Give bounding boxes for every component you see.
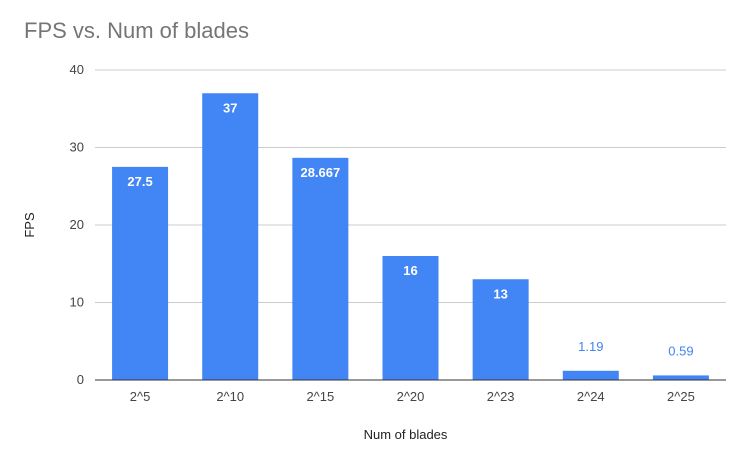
- y-tick-label: 40: [70, 62, 84, 77]
- y-tick-label: 0: [77, 372, 84, 387]
- data-label: 28.667: [300, 165, 340, 180]
- x-tick-label: 2^5: [130, 389, 151, 404]
- x-axis-label: Num of blades: [364, 427, 448, 442]
- data-label: 27.5: [127, 174, 152, 189]
- x-tick-label: 2^25: [667, 389, 695, 404]
- x-tick-label: 2^24: [577, 389, 605, 404]
- x-tick-labels: 2^5 2^10 2^15 2^20 2^23 2^24 2^25: [130, 389, 695, 404]
- x-tick-label: 2^15: [306, 389, 334, 404]
- y-tick-label: 10: [70, 295, 84, 310]
- y-axis-label: FPS: [22, 212, 37, 238]
- data-label: 16: [403, 263, 417, 278]
- bar: [562, 370, 619, 380]
- data-label: 37: [223, 100, 237, 115]
- data-label: 13: [493, 286, 507, 301]
- bar: [112, 166, 169, 380]
- chart-title: FPS vs. Num of blades: [24, 18, 249, 43]
- y-tick-label: 30: [70, 140, 84, 155]
- y-tick-labels: 0 10 20 30 40: [70, 62, 84, 387]
- bar: [292, 157, 349, 380]
- bar: [472, 279, 529, 380]
- data-label: 1.19: [578, 339, 603, 354]
- bars: 27.5 37 28.667 16 13 1.19 0.59: [112, 93, 709, 380]
- x-tick-label: 2^20: [397, 389, 425, 404]
- data-label: 0.59: [668, 343, 693, 358]
- bar: [202, 93, 259, 380]
- bar: [652, 375, 709, 380]
- x-tick-label: 2^10: [216, 389, 244, 404]
- y-tick-label: 20: [70, 217, 84, 232]
- bar: [382, 256, 439, 380]
- x-tick-label: 2^23: [487, 389, 515, 404]
- gridlines: [95, 69, 726, 303]
